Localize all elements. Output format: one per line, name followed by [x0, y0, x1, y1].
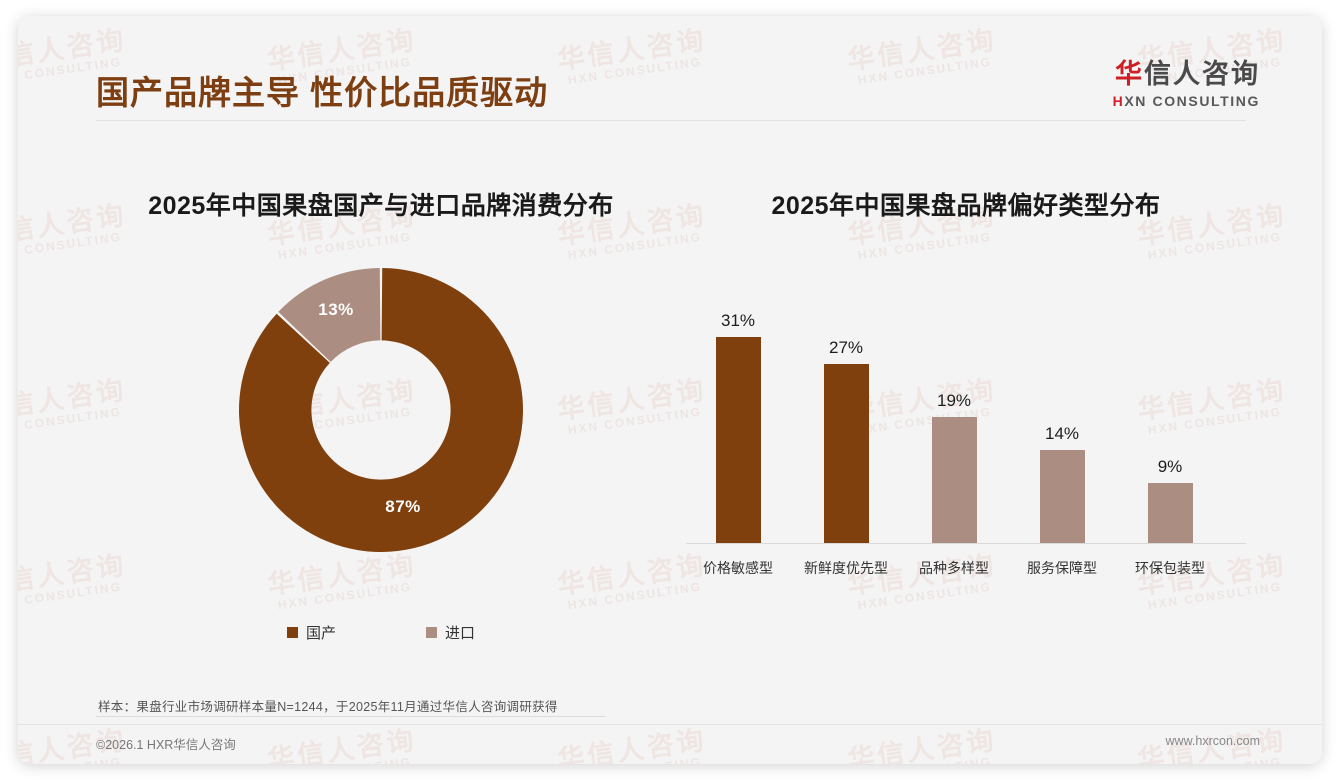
- footer-copyright: ©2026.1 HXR华信人咨询: [96, 738, 236, 752]
- bar-category-label: 价格敏感型: [703, 560, 773, 576]
- footer-website[interactable]: www.hxrcon.com: [1165, 734, 1260, 748]
- bar-category-label: 新鲜度优先型: [804, 560, 888, 576]
- donut-slice-进口[interactable]: [278, 268, 381, 362]
- bar-value-label: 31%: [720, 311, 756, 330]
- header-divider: [96, 120, 1246, 121]
- bar-rect[interactable]: [1147, 483, 1193, 543]
- logo-en-rest: XN CONSULTING: [1124, 92, 1260, 109]
- donut-chart-panel: 2025年中国果盘国产与进口品牌消费分布 87% 13% 国产 进口: [96, 186, 666, 656]
- footnote-divider: [96, 716, 606, 717]
- bar-value-label: 9%: [1157, 457, 1183, 476]
- bar-rect[interactable]: [931, 417, 977, 543]
- legend-swatch-domestic: [286, 627, 298, 638]
- bar-column[interactable]: 19%: [900, 391, 1008, 543]
- legend-item-domestic[interactable]: 国产: [286, 622, 336, 643]
- donut-chart-title: 2025年中国果盘国产与进口品牌消费分布: [148, 192, 614, 220]
- legend-label-domestic: 国产: [305, 625, 336, 642]
- bar-category-label: 服务保障型: [1027, 560, 1097, 576]
- bar-value-label: 19%: [936, 391, 972, 410]
- logo-char-hua: 华: [1115, 59, 1144, 89]
- slide-canvas: 华信人咨询 HXN CONSULTING 华信人咨询 HXN CONSULTING 华信…: [18, 16, 1322, 764]
- bar-chart-baseline: [686, 543, 1246, 544]
- bar-category-label: 环保包装型: [1135, 560, 1205, 576]
- donut-slice-国产[interactable]: [238, 268, 523, 552]
- company-logo: 华信人咨询 HXN CONSULTING: [1113, 59, 1260, 109]
- logo-chinese-text: 华信人咨询: [1113, 59, 1260, 90]
- donut-label-domestic: 87%: [385, 497, 421, 516]
- bar-value-label: 27%: [828, 338, 864, 357]
- bar-column[interactable]: 27%: [792, 338, 900, 543]
- bar-column[interactable]: 14%: [1008, 424, 1116, 543]
- legend-label-import: 进口: [445, 625, 476, 642]
- donut-chart-area: 87% 13%: [96, 260, 666, 580]
- bar-value-label: 14%: [1044, 424, 1080, 443]
- donut-label-import: 13%: [318, 300, 354, 319]
- logo-chars-rest: 信人咨询: [1144, 59, 1260, 89]
- bar-rect[interactable]: [1039, 450, 1085, 543]
- bar-chart-panel: 2025年中国果盘品牌偏好类型分布 31% 价格敏感型 27% 新鲜度优先型 19% 品种…: [686, 186, 1246, 656]
- bar-column[interactable]: 9%: [1116, 457, 1224, 543]
- donut-svg: [238, 268, 523, 552]
- slide-header: 国产品牌主导 性价比品质驱动 华信人咨询 HXN CONSULTING: [18, 16, 1322, 124]
- bar-rect[interactable]: [715, 337, 761, 543]
- legend-swatch-import: [426, 627, 437, 638]
- bar-chart-area: 31% 价格敏感型 27% 新鲜度优先型 19% 品种多样型 14% 服务保障型 9% 环保包装型: [686, 254, 1246, 584]
- donut-legend: 国产 进口: [96, 622, 666, 643]
- bar-chart-title: 2025年中国果盘品牌偏好类型分布: [771, 192, 1161, 220]
- footer-divider: [18, 724, 1322, 725]
- sample-footnote: 样本：果盘行业市场调研样本量N=1244，于2025年11月通过华信人咨询调研获…: [98, 700, 558, 714]
- bar-column[interactable]: 31%: [684, 311, 792, 543]
- legend-item-import[interactable]: 进口: [426, 622, 475, 643]
- logo-en-h: H: [1112, 92, 1125, 109]
- bar-rect[interactable]: [823, 364, 869, 543]
- logo-english-text: HXN CONSULTING: [1113, 93, 1260, 109]
- page-title: 国产品牌主导 性价比品质驱动: [96, 74, 549, 111]
- bar-category-label: 品种多样型: [919, 560, 989, 576]
